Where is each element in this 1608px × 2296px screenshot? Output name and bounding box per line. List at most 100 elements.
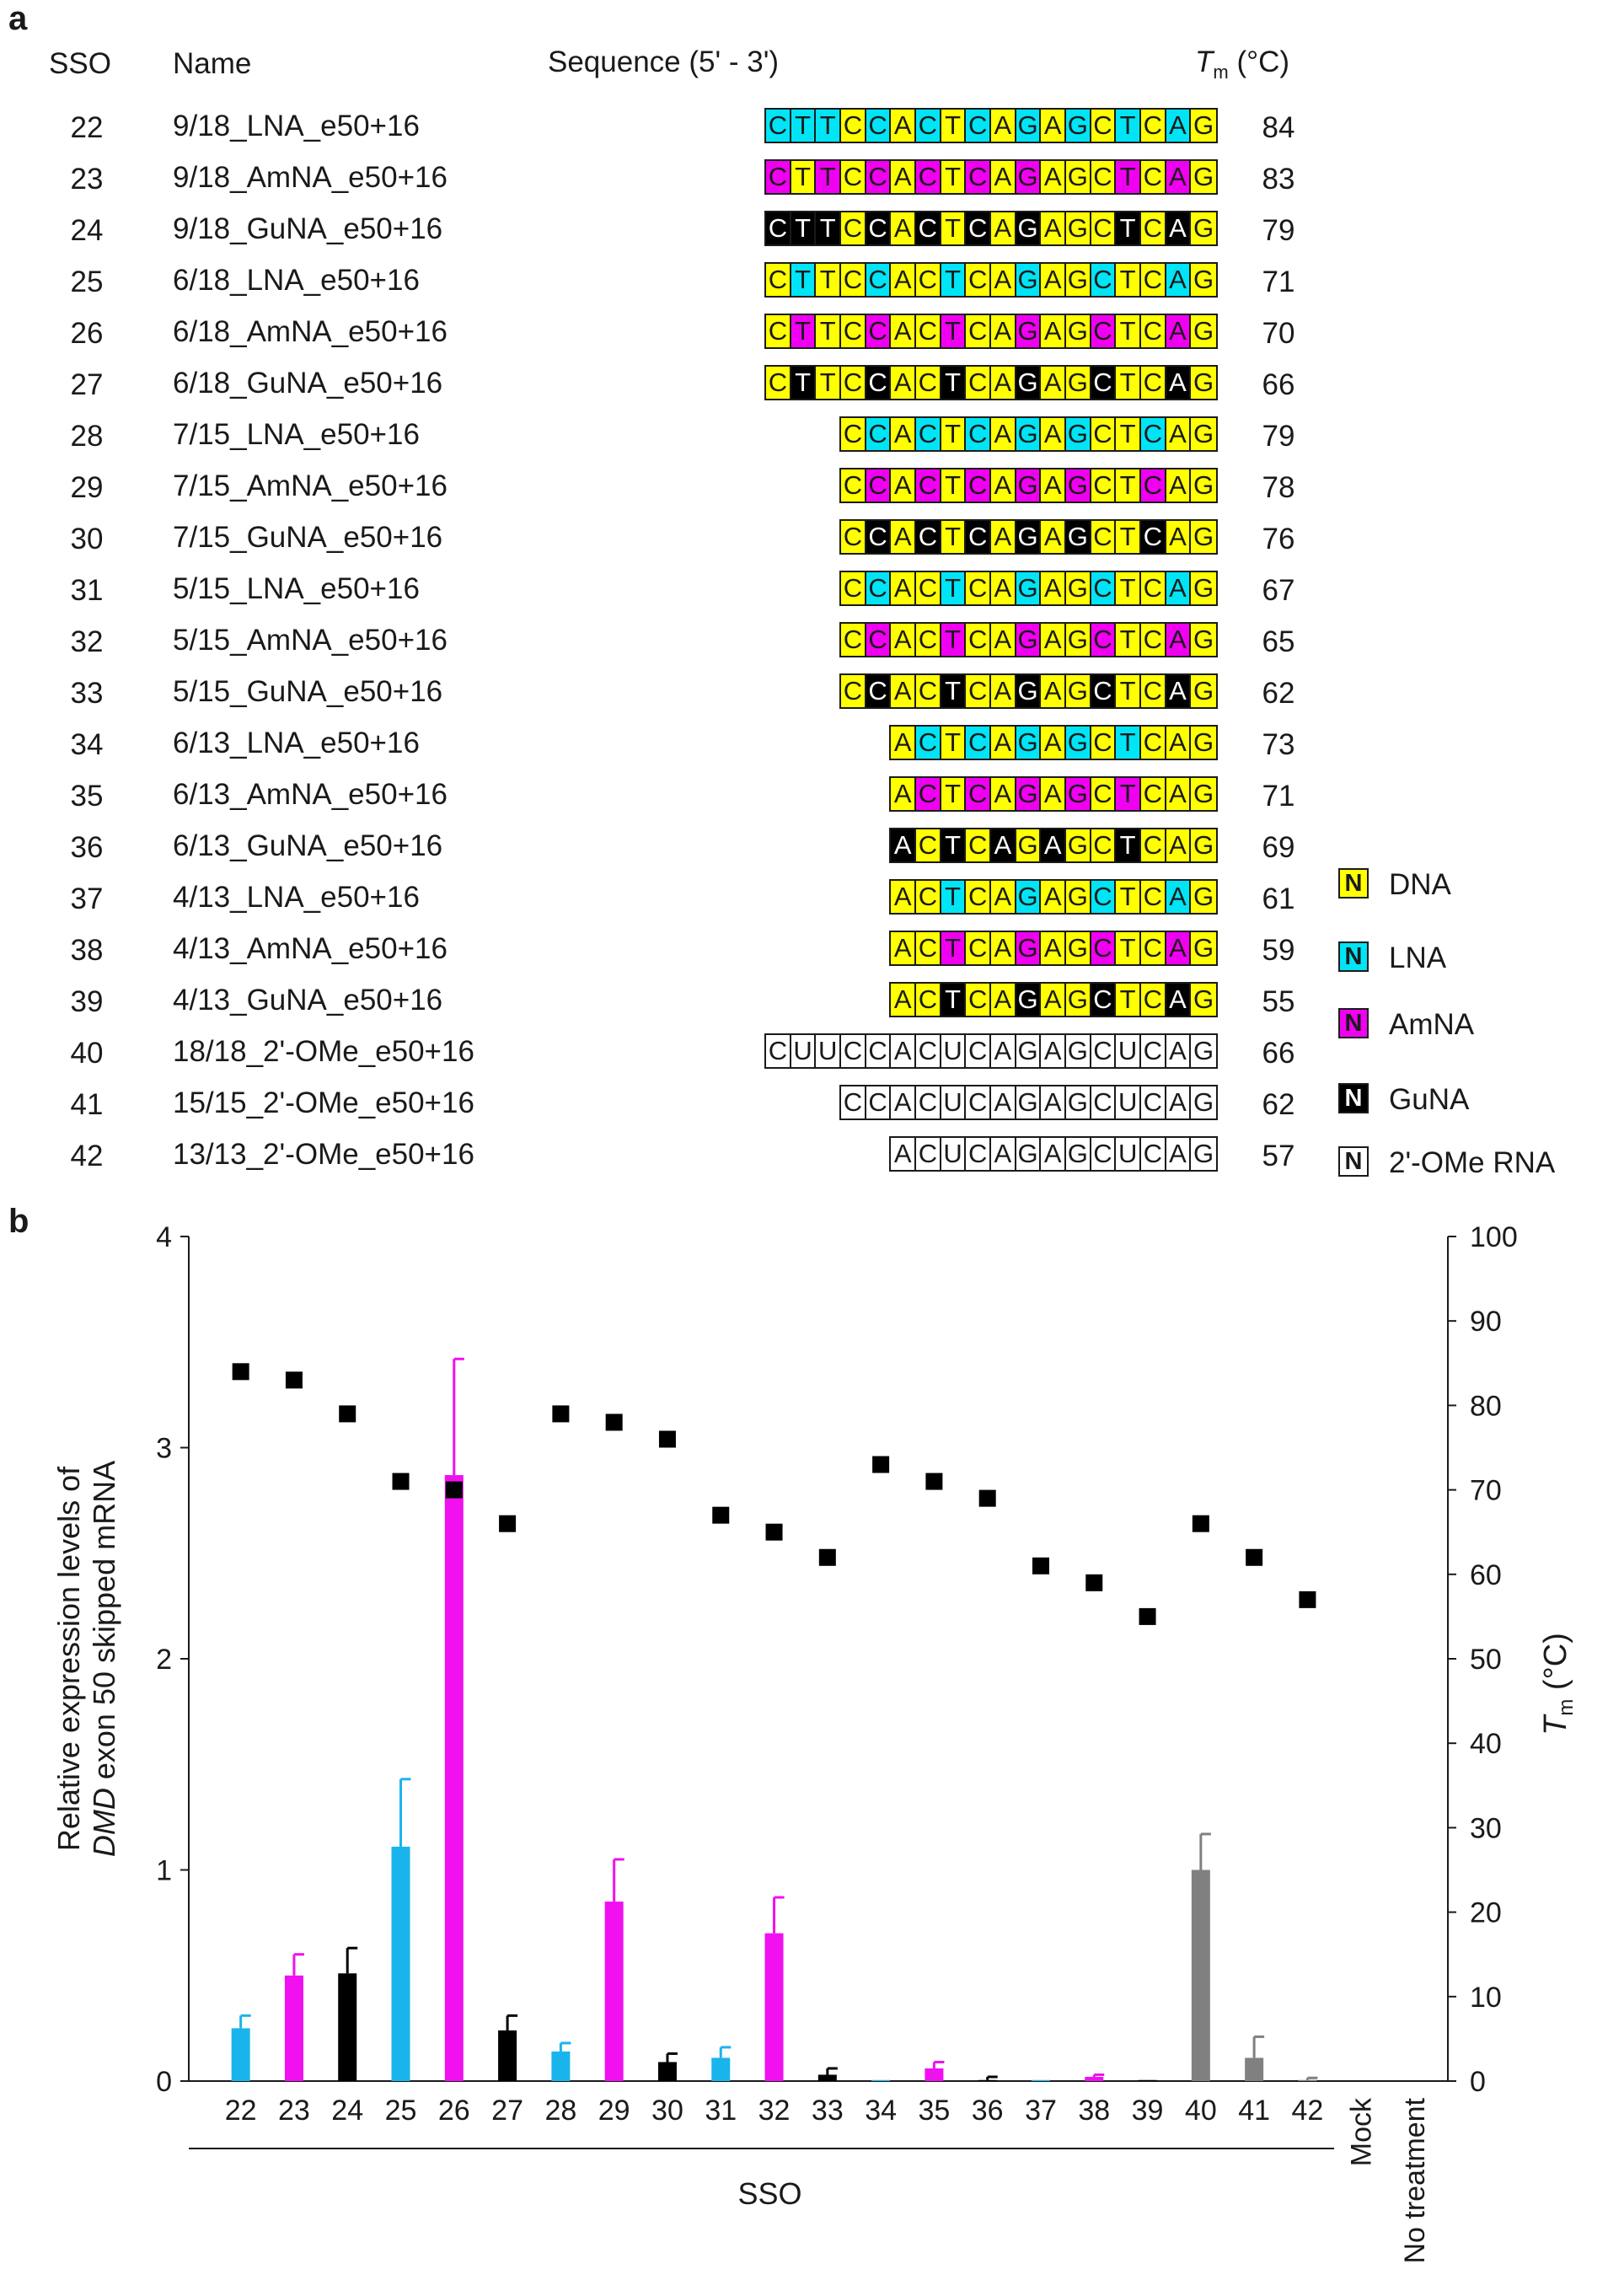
row-tm-value: 67 [1262, 574, 1295, 607]
legend-swatch: N [1338, 1008, 1369, 1038]
nucleotide-amna: G [1016, 624, 1042, 656]
nucleotide-guna: C [866, 521, 892, 553]
nucleotide-lna: C [866, 418, 892, 450]
nucleotide-amna: C [966, 778, 992, 810]
nucleotide-dna: C [916, 881, 941, 913]
nucleotide-dna: A [991, 367, 1016, 399]
nucleotide-ome: G [1066, 1086, 1091, 1118]
bar [1245, 2057, 1264, 2081]
y-tick-label: 3 [156, 1433, 172, 1465]
nucleotide-guna: A [1166, 212, 1192, 244]
nucleotide-ome: C [866, 1035, 892, 1067]
y2-tick-label: 40 [1470, 1728, 1502, 1760]
nucleotide-amna: T [941, 932, 967, 964]
nucleotide-dna: C [1091, 212, 1117, 244]
nucleotide-dna: C [966, 367, 992, 399]
nucleotide-dna: C [841, 469, 866, 502]
nucleotide-dna: C [841, 624, 866, 656]
row-tm-value: 71 [1262, 266, 1295, 298]
nucleotide-ome: G [1016, 1035, 1042, 1067]
tm-marker [605, 1414, 623, 1431]
nucleotide-lna: T [1116, 727, 1141, 759]
x-tick-label: 41 [1238, 2095, 1270, 2127]
row-sso-number: 23 [70, 163, 104, 196]
nucleotide-dna: C [966, 932, 992, 964]
y-tick-label: 0 [156, 2066, 172, 2098]
nucleotide-dna: C [1140, 675, 1166, 707]
nucleotide-guna: T [1116, 212, 1141, 244]
nucleotide-dna: G [1191, 315, 1216, 347]
table-row: 36 6/13_GuNA_e50+16 A C T C A G A G C T C A G 69 [0, 828, 1608, 866]
nucleotide-guna: T [1116, 829, 1141, 861]
nucleotide-ome: G [1191, 1138, 1216, 1170]
nucleotide-dna: T [1116, 932, 1141, 964]
nucleotide-lna: C [1091, 264, 1117, 296]
nucleotide-dna: A [891, 212, 917, 244]
nucleotide-guna: C [1091, 984, 1117, 1016]
nucleotide-dna: A [991, 932, 1016, 964]
nucleotide-dna: A [891, 881, 917, 913]
nucleotide-dna: T [791, 161, 817, 193]
row-tm-value: 66 [1262, 368, 1295, 401]
nucleotide-dna: T [1116, 315, 1141, 347]
nucleotide-dna: A [891, 264, 917, 296]
nucleotide-amna: T [791, 315, 817, 347]
table-row: 39 4/13_GuNA_e50+16 A C T C A G A G C T C A G 55 [0, 982, 1608, 1021]
nucleotide-dna: A [1166, 469, 1192, 502]
bar [925, 2068, 944, 2081]
bar [764, 1933, 784, 2081]
nucleotide-ome: C [966, 1035, 992, 1067]
nucleotide-dna: G [1065, 161, 1091, 193]
bar [444, 1475, 464, 2081]
nucleotide-dna: G [1191, 675, 1216, 707]
nucleotide-lna: C [866, 264, 892, 296]
nucleotide-dna: T [1116, 521, 1141, 553]
nucleotide-amna: A [1166, 161, 1192, 193]
nucleotide-guna: T [941, 984, 967, 1016]
nucleotide-ome: A [1041, 1138, 1066, 1170]
panel-a-letter: a [8, 0, 28, 37]
x-tick-label: 37 [1025, 2095, 1057, 2127]
nucleotide-dna: C [1140, 315, 1166, 347]
nucleotide-lna: C [866, 110, 892, 142]
nucleotide-dna: C [841, 110, 866, 142]
nucleotide-dna: A [991, 418, 1016, 450]
nucleotide-dna: T [816, 367, 842, 399]
tm-marker [552, 1405, 570, 1423]
y2-tick-label: 50 [1470, 1644, 1502, 1676]
nucleotide-dna: G [1191, 932, 1216, 964]
nucleotide-ome: G [1016, 1138, 1042, 1170]
header-name: Name [173, 47, 252, 80]
nucleotide-lna: G [1016, 264, 1042, 296]
nucleotide-dna: G [1191, 778, 1216, 810]
nucleotide-ome: C [966, 1138, 992, 1170]
table-row: 30 7/15_GuNA_e50+16 C C A C T C A G A G C T C A G 76 [0, 519, 1608, 558]
nucleotide-amna: A [1166, 624, 1192, 656]
row-tm-value: 62 [1262, 1088, 1295, 1121]
y-tick-label: 4 [156, 1221, 172, 1253]
x-tick-label: 36 [972, 2095, 1004, 2127]
y2-tick-label: 20 [1470, 1897, 1502, 1929]
row-sso-number: 40 [70, 1037, 104, 1070]
row-sso-number: 42 [70, 1140, 104, 1172]
nucleotide-lna: C [866, 572, 892, 604]
nucleotide-ome: U [1116, 1035, 1141, 1067]
nucleotide-dna: C [916, 624, 941, 656]
nucleotide-guna: A [1166, 367, 1192, 399]
nucleotide-amna: A [1166, 932, 1192, 964]
nucleotide-dna: G [1065, 264, 1091, 296]
nucleotide-lna: C [916, 418, 941, 450]
nucleotide-dna: A [1041, 367, 1066, 399]
x-tick-label: 31 [705, 2095, 737, 2127]
nucleotide-amna: C [966, 469, 992, 502]
nucleotide-dna: T [1116, 572, 1141, 604]
nucleotide-lna: T [791, 264, 817, 296]
nucleotide-dna: A [1041, 675, 1066, 707]
table-row: 26 6/18_AmNA_e50+16 C T T C C A C T C A G A G C T C A G 70 [0, 314, 1608, 352]
nucleotide-dna: A [991, 675, 1016, 707]
nucleotide-dna: C [1140, 212, 1166, 244]
nucleotide-lna: G [1016, 418, 1042, 450]
